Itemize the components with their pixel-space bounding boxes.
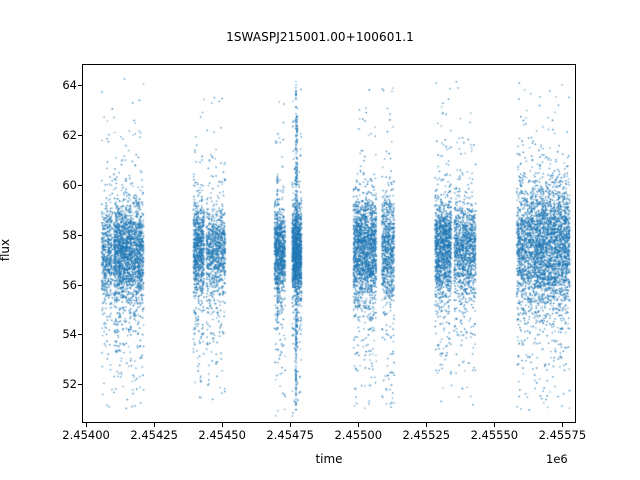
y-tick-mark <box>78 284 82 286</box>
x-tick-mark <box>358 423 360 427</box>
y-tick-label: 54 <box>62 327 77 342</box>
x-tick-mark <box>290 423 292 427</box>
x-tick-mark <box>222 423 224 427</box>
x-tick-label: 2.45475 <box>266 428 314 442</box>
x-axis-offset-label: 1e6 <box>546 452 568 466</box>
scatter-plot-canvas <box>83 65 575 422</box>
y-tick-mark <box>78 384 82 386</box>
x-tick-label: 2.45525 <box>402 428 451 442</box>
x-tick-label: 2.45575 <box>538 428 587 442</box>
y-tick-mark <box>78 334 82 336</box>
y-tick-label: 62 <box>62 128 77 143</box>
x-tick-label: 2.45500 <box>334 428 383 442</box>
y-tick-label: 58 <box>62 227 77 242</box>
x-axis-label: time <box>315 452 343 466</box>
x-tick-label: 2.45550 <box>470 428 519 442</box>
y-axis-label: flux <box>0 238 13 262</box>
y-tick-mark <box>78 184 82 186</box>
page-title: 1SWASPJ215001.00+100601.1 <box>226 30 414 44</box>
x-tick-mark <box>494 423 496 427</box>
y-tick-label: 56 <box>62 277 77 292</box>
y-tick-label: 64 <box>62 78 77 93</box>
x-tick-mark <box>86 423 88 427</box>
y-tick-mark <box>78 135 82 137</box>
x-tick-label: 2.45400 <box>62 428 110 442</box>
x-tick-mark <box>426 423 428 427</box>
x-tick-mark <box>154 423 156 427</box>
y-tick-mark <box>78 85 82 87</box>
x-tick-label: 2.45425 <box>130 428 178 442</box>
x-tick-label: 2.45450 <box>198 428 246 442</box>
y-tick-mark <box>78 234 82 236</box>
y-tick-label: 52 <box>62 377 77 392</box>
x-tick-mark <box>562 423 564 427</box>
y-tick-label: 60 <box>62 177 77 192</box>
